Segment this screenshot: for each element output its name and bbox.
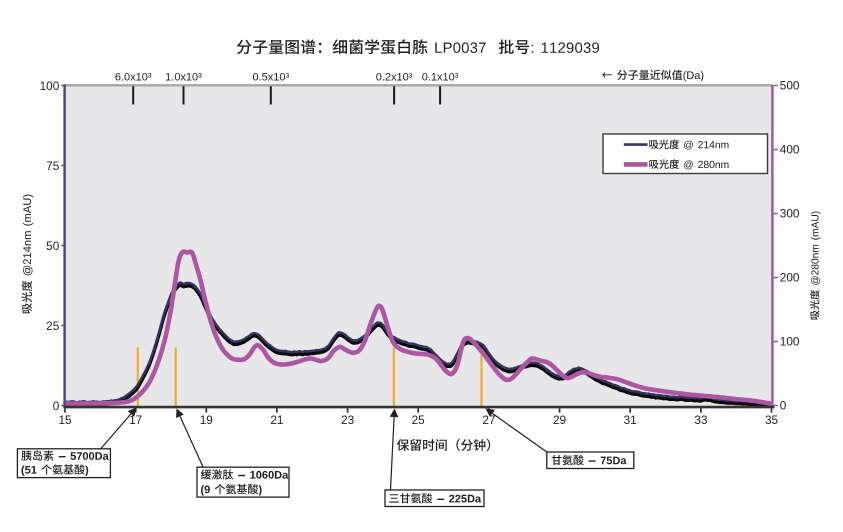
svg-text:23: 23 (341, 413, 355, 427)
svg-text:50: 50 (46, 239, 60, 253)
svg-text:100: 100 (780, 335, 800, 349)
svg-text:15: 15 (58, 413, 72, 427)
svg-text:100: 100 (40, 79, 60, 93)
svg-text:75: 75 (46, 159, 60, 173)
svg-text:29: 29 (553, 413, 566, 427)
svg-text:0: 0 (780, 399, 787, 413)
svg-text:500: 500 (780, 79, 800, 93)
svg-text:33: 33 (694, 413, 708, 427)
svg-text:25: 25 (46, 319, 60, 333)
svg-text:17: 17 (129, 413, 142, 427)
svg-text:31: 31 (624, 413, 637, 427)
svg-text:27: 27 (482, 413, 495, 427)
svg-text:200: 200 (780, 271, 800, 285)
svg-text:35: 35 (765, 413, 779, 427)
svg-text:0.1x10³: 0.1x10³ (422, 72, 459, 84)
svg-text:0.2x10³: 0.2x10³ (376, 72, 413, 84)
svg-text:19: 19 (200, 413, 213, 427)
svg-text:300: 300 (780, 207, 800, 221)
svg-text:0.5x10³: 0.5x10³ (252, 72, 289, 84)
svg-text:6.0x10³: 6.0x10³ (115, 72, 152, 84)
svg-text:25: 25 (412, 413, 426, 427)
svg-text:1.0x10³: 1.0x10³ (165, 72, 202, 84)
svg-text:400: 400 (780, 143, 800, 157)
svg-text:0: 0 (53, 399, 60, 413)
svg-text:21: 21 (270, 413, 283, 427)
